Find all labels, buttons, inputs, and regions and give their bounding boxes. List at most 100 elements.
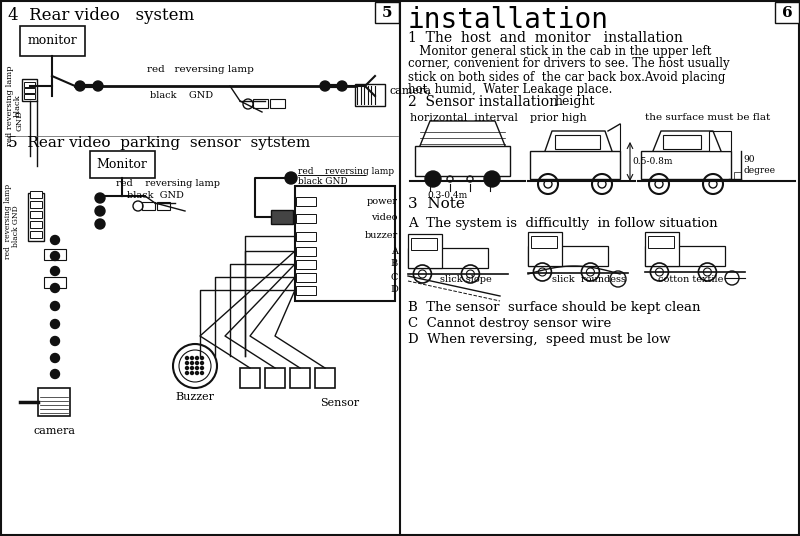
Text: A: A (391, 247, 398, 256)
Circle shape (50, 266, 59, 276)
Bar (28, 193, 44, 241)
Text: slick  roundess: slick roundess (552, 274, 626, 284)
Bar (24, 88, 35, 93)
Circle shape (50, 235, 59, 244)
Circle shape (95, 193, 105, 203)
Circle shape (190, 356, 194, 360)
Bar (295, 186, 395, 301)
Text: hot, humid,  Water Leakage place.: hot, humid, Water Leakage place. (408, 84, 612, 96)
Circle shape (190, 361, 194, 364)
Bar (528, 246, 608, 266)
Text: camera: camera (390, 86, 432, 96)
Text: video: video (371, 213, 398, 222)
Bar (24, 94, 35, 99)
Bar (30, 191, 42, 198)
Bar (296, 214, 316, 223)
Circle shape (190, 371, 194, 375)
Text: Buzzer: Buzzer (175, 392, 214, 402)
Circle shape (190, 367, 194, 369)
Bar (253, 99, 268, 108)
Bar (22, 79, 37, 101)
Text: monitor: monitor (27, 34, 77, 48)
Circle shape (75, 81, 85, 91)
Bar (315, 368, 335, 388)
Bar (24, 82, 35, 87)
Bar (645, 232, 678, 266)
Bar (265, 368, 285, 388)
Bar (30, 211, 42, 218)
Text: black: black (14, 95, 22, 117)
Text: prior high: prior high (530, 113, 586, 123)
Bar (44, 249, 66, 260)
Circle shape (320, 81, 330, 91)
Circle shape (425, 171, 441, 187)
Circle shape (201, 361, 203, 364)
Text: slick slope: slick slope (440, 276, 492, 285)
Text: red    reversing lamp: red reversing lamp (116, 180, 220, 189)
Circle shape (186, 361, 189, 364)
Bar (44, 277, 66, 288)
Bar (38, 388, 70, 416)
Circle shape (484, 171, 500, 187)
Circle shape (201, 356, 203, 360)
Circle shape (50, 369, 59, 378)
Circle shape (201, 367, 203, 369)
Bar (641, 151, 731, 179)
Circle shape (50, 337, 59, 346)
Text: 2  Sensor installation: 2 Sensor installation (408, 95, 558, 109)
Text: installation: installation (408, 6, 609, 34)
Circle shape (50, 319, 59, 329)
Circle shape (186, 367, 189, 369)
Text: 1  The  host  and  monitor   installation: 1 The host and monitor installation (408, 31, 683, 45)
Text: black  GND: black GND (126, 191, 183, 200)
Text: height: height (555, 95, 595, 108)
Text: camera: camera (33, 426, 75, 436)
Text: GND: GND (16, 110, 24, 131)
Text: B: B (390, 259, 398, 269)
Circle shape (186, 371, 189, 375)
Circle shape (195, 356, 198, 360)
Bar (555, 135, 600, 149)
Text: power: power (367, 197, 398, 205)
Circle shape (50, 301, 59, 310)
Text: C  Cannot destroy sensor wire: C Cannot destroy sensor wire (408, 317, 611, 331)
Text: 0.5-0.8m: 0.5-0.8m (632, 157, 673, 166)
Bar (375, 2, 399, 23)
Bar (663, 135, 701, 149)
Text: Monitor general stick in the cab in the upper left: Monitor general stick in the cab in the … (408, 44, 711, 57)
Bar (408, 248, 488, 268)
Bar (734, 172, 741, 179)
Text: 4  Rear video   system: 4 Rear video system (8, 8, 194, 25)
Text: 3  Note: 3 Note (408, 197, 465, 211)
Circle shape (50, 251, 59, 260)
Bar (270, 99, 285, 108)
Bar (296, 197, 316, 206)
Bar (271, 210, 293, 224)
Circle shape (337, 81, 347, 91)
Text: stick on both sides of  the car back box.Avoid placing: stick on both sides of the car back box.… (408, 71, 726, 84)
Bar (415, 146, 510, 176)
Text: horizontal  interval: horizontal interval (410, 113, 518, 123)
Bar (355, 84, 385, 106)
Text: cotton textile: cotton textile (658, 274, 723, 284)
Text: 5: 5 (382, 6, 392, 20)
Text: A  The system is  difficultly  in follow situation: A The system is difficultly in follow si… (408, 217, 718, 229)
Text: 6: 6 (782, 6, 792, 20)
Text: D  When reversing,  speed must be low: D When reversing, speed must be low (408, 333, 670, 346)
Bar (296, 273, 316, 282)
Text: Monitor: Monitor (97, 159, 147, 172)
Bar (530, 151, 620, 179)
Text: red    reversing lamp: red reversing lamp (298, 167, 394, 175)
Bar (157, 202, 170, 210)
Bar (30, 231, 42, 238)
Bar (648, 236, 674, 248)
Circle shape (95, 219, 105, 229)
Bar (290, 368, 310, 388)
Bar (528, 232, 562, 266)
Text: D: D (390, 286, 398, 294)
Circle shape (186, 356, 189, 360)
Text: black    GND: black GND (150, 92, 214, 101)
Bar (411, 238, 437, 250)
Bar (296, 260, 316, 269)
Circle shape (285, 172, 297, 184)
